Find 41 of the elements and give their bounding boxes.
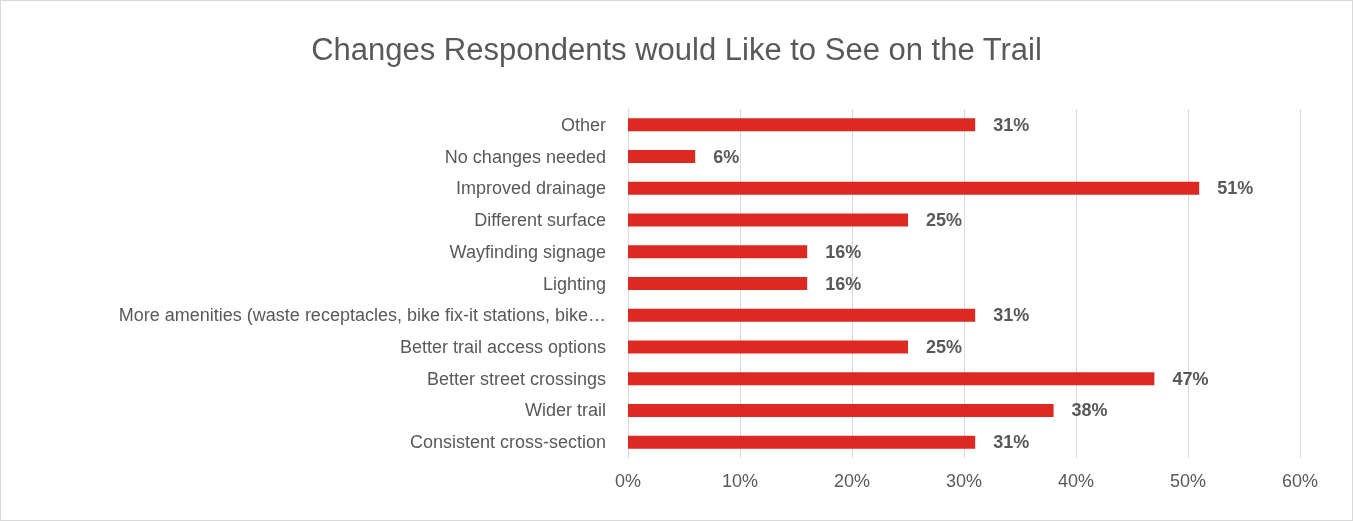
x-tick-label: 40% bbox=[1057, 471, 1095, 491]
x-tick-label: 0% bbox=[614, 471, 642, 491]
data-label: 6% bbox=[713, 146, 740, 167]
bar bbox=[628, 403, 1054, 417]
chart-title: Changes Respondents would Like to See on the Trail bbox=[311, 32, 1042, 67]
data-label: 25% bbox=[926, 336, 963, 357]
y-tick-label: Better trail access options bbox=[399, 336, 606, 357]
x-tick-label: 30% bbox=[945, 471, 983, 491]
bar bbox=[628, 372, 1155, 386]
bar bbox=[628, 277, 808, 290]
bar bbox=[628, 340, 908, 354]
bar bbox=[628, 308, 976, 322]
x-tick-label: 10% bbox=[721, 471, 759, 491]
data-label: 31% bbox=[993, 305, 1030, 326]
bar bbox=[628, 213, 908, 227]
data-label: 16% bbox=[825, 273, 862, 294]
y-tick-label: More amenities (waste receptacles, bike fix-it stations, bike… bbox=[118, 305, 606, 326]
y-tick-label: Consistent cross-section bbox=[409, 432, 606, 453]
bar bbox=[628, 181, 1200, 195]
data-label: 31% bbox=[993, 432, 1030, 453]
y-tick-label: Wayfinding signage bbox=[449, 241, 606, 262]
bar bbox=[628, 150, 696, 164]
data-label: 51% bbox=[1217, 178, 1254, 199]
y-tick-label: Better street crossings bbox=[426, 368, 606, 389]
bar bbox=[628, 435, 976, 449]
data-label: 16% bbox=[825, 241, 862, 262]
y-tick-label: Wider trail bbox=[524, 400, 606, 421]
data-label: 47% bbox=[1172, 368, 1209, 389]
y-tick-label: Other bbox=[560, 114, 606, 135]
y-tick-label: Lighting bbox=[542, 273, 606, 294]
data-label: 38% bbox=[1071, 400, 1108, 421]
x-tick-label: 60% bbox=[1281, 471, 1319, 491]
data-label: 25% bbox=[926, 210, 963, 231]
y-tick-label: Improved drainage bbox=[455, 178, 606, 199]
x-tick-label: 50% bbox=[1169, 471, 1207, 491]
y-tick-label: Different surface bbox=[474, 210, 606, 231]
x-tick-label: 20% bbox=[833, 471, 871, 491]
y-tick-label: No changes needed bbox=[444, 146, 606, 167]
data-label: 31% bbox=[993, 114, 1030, 135]
bar bbox=[628, 118, 976, 132]
bar bbox=[628, 245, 808, 259]
